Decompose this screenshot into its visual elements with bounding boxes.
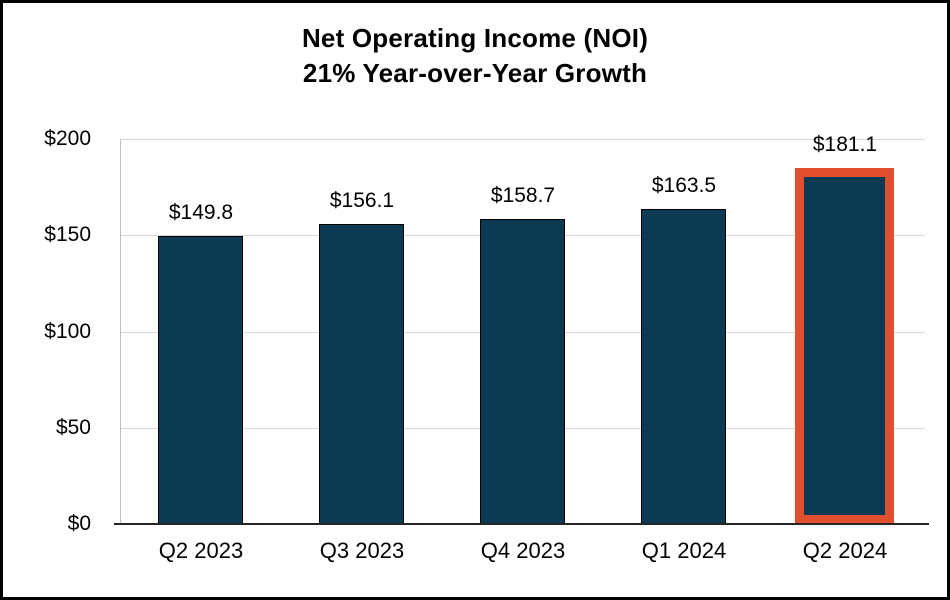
y-axis-tick-label: $0 xyxy=(67,512,91,535)
chart-title: Net Operating Income (NOI) xyxy=(301,23,649,53)
x-axis-tick-label-q3-2023: Q3 2023 xyxy=(319,538,405,563)
data-label-q3-2023: $156.1 xyxy=(329,189,395,212)
x-axis-baseline xyxy=(114,523,929,525)
chart-title-block: Net Operating Income (NOI) 21% Year-over… xyxy=(3,21,947,91)
y-axis-line xyxy=(120,139,121,524)
x-axis-tick-label-q1-2024: Q1 2024 xyxy=(641,538,727,563)
bar-q3-2023 xyxy=(319,224,404,524)
bar-q2-2023 xyxy=(158,236,243,524)
data-label-q1-2024: $163.5 xyxy=(651,174,717,197)
y-axis-tick-label: $100 xyxy=(44,320,91,343)
bar-q2-2024-highlighted xyxy=(795,168,894,524)
x-axis-tick-label-q4-2023: Q4 2023 xyxy=(480,538,566,563)
chart-subtitle: 21% Year-over-Year Growth xyxy=(302,58,648,88)
gridline-200 xyxy=(120,139,925,140)
y-axis-tick-label: $150 xyxy=(44,223,91,246)
data-label-q2-2024: $181.1 xyxy=(812,133,878,156)
data-label-q2-2023: $149.8 xyxy=(168,201,234,224)
x-axis-tick-label-q2-2024: Q2 2024 xyxy=(802,538,888,563)
y-axis-tick-label: $200 xyxy=(44,127,91,150)
data-label-q4-2023: $158.7 xyxy=(490,184,556,207)
bar-q4-2023 xyxy=(480,219,565,524)
x-axis-tick-label-q2-2023: Q2 2023 xyxy=(158,538,244,563)
y-axis-tick-label: $50 xyxy=(55,416,91,439)
plot-area: $0 $50 $100 $150 $200 $149.8 Q2 2023 $156.1 Q3 2… xyxy=(3,3,947,597)
bar-q1-2024 xyxy=(641,209,726,524)
